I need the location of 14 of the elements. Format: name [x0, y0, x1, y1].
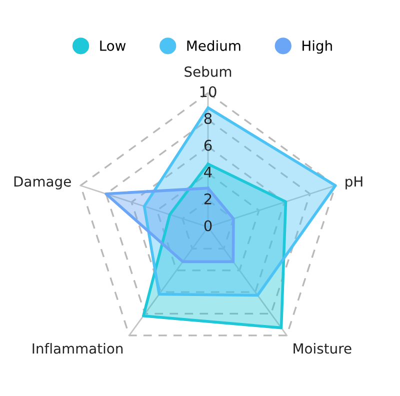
y-tick-label: 8 [204, 113, 212, 124]
y-tick-label: 6 [204, 140, 212, 151]
legend-label: High [302, 40, 332, 54]
y-tick-label: 2 [204, 193, 212, 204]
spoke-label: Sebum [184, 66, 232, 77]
legend-label: Medium [187, 40, 240, 51]
spoke-label: Damage [14, 176, 71, 190]
spoke-label: Inflammation [32, 342, 123, 354]
spoke-label: Moisture [294, 342, 352, 354]
legend-label: Low [100, 40, 126, 51]
y-tick-label: 0 [204, 220, 212, 232]
y-tick-label: 10 [200, 86, 216, 98]
spoke-label: pH [346, 176, 362, 190]
y-tick-label: 4 [204, 166, 212, 178]
